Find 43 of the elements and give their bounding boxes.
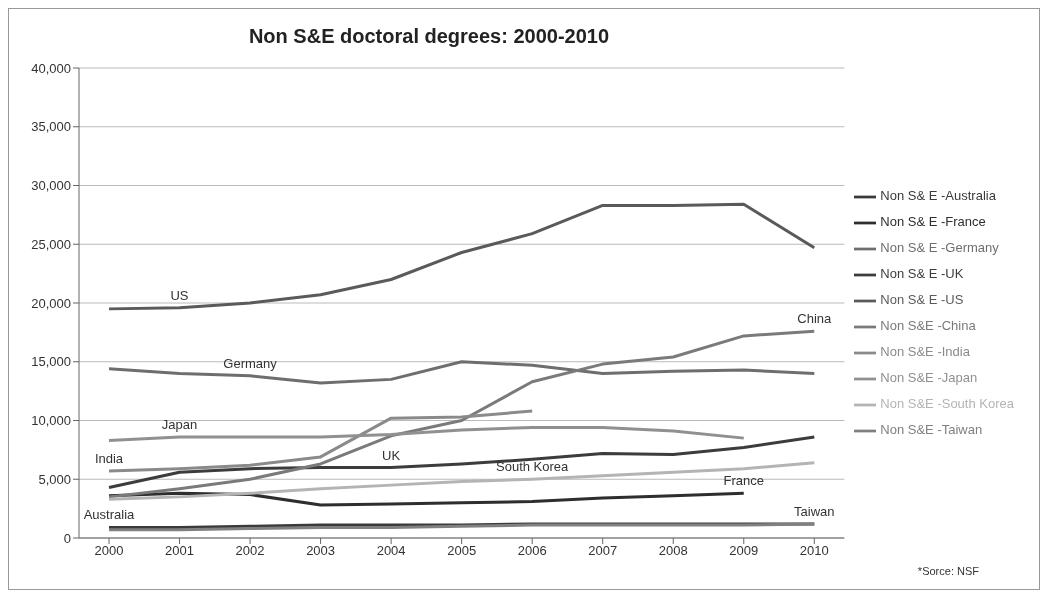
y-tick-label: 30,000 <box>31 178 71 194</box>
x-tick-label: 2008 <box>658 543 688 559</box>
annotation: Taiwan <box>794 503 835 519</box>
x-tick-label: 2010 <box>799 543 829 559</box>
legend-label: Non S& E -France <box>880 214 986 229</box>
x-tick-label: 2002 <box>235 543 265 559</box>
annotation: UK <box>382 447 401 463</box>
y-tick-label: 25,000 <box>31 236 71 252</box>
annotation: Australia <box>83 507 136 523</box>
legend-label: Non S& E -Germany <box>880 240 999 255</box>
line-series <box>107 202 816 311</box>
annotation: South Korea <box>496 459 570 475</box>
y-tick-label: 0 <box>63 530 71 546</box>
annotation: India <box>94 451 124 467</box>
x-tick-label: 2009 <box>729 543 759 559</box>
y-tick-label: 5,000 <box>38 471 71 487</box>
legend-label: Non S&E -South Korea <box>880 396 1014 411</box>
annotation: US <box>170 287 189 303</box>
chart-title: Non S&E doctoral degrees: 2000-2010 <box>247 24 611 48</box>
legend-label: Non S&E -Japan <box>880 370 978 385</box>
x-tick-label: 2004 <box>376 543 406 559</box>
legend-label: Non S&E -India <box>880 344 970 359</box>
legend-label: Non S& E -US <box>880 292 964 307</box>
y-tick-label: 15,000 <box>31 354 71 370</box>
y-tick-label: 35,000 <box>31 119 71 135</box>
x-tick-label: 2001 <box>165 543 194 559</box>
annotation: China <box>797 311 833 327</box>
x-tick-label: 2000 <box>94 543 124 559</box>
annotation: Germany <box>223 355 278 371</box>
annotation: France <box>723 473 764 489</box>
legend-label: Non S& E -UK <box>880 266 964 281</box>
x-tick-label: 2007 <box>588 543 618 559</box>
y-tick-label: 40,000 <box>31 60 71 76</box>
legend-label: Non S&E -China <box>880 318 976 333</box>
text: *Sorce: NSF <box>917 565 979 577</box>
annotation: Japan <box>161 416 198 432</box>
x-tick-label: 2003 <box>306 543 336 559</box>
legend-label: Non S& E -Australia <box>880 188 996 203</box>
legend-label: Non S&E -Taiwan <box>880 422 983 437</box>
y-tick-label: 20,000 <box>31 295 71 311</box>
y-tick-label: 10,000 <box>31 413 71 429</box>
x-tick-label: 2006 <box>517 543 547 559</box>
x-tick-label: 2005 <box>447 543 477 559</box>
